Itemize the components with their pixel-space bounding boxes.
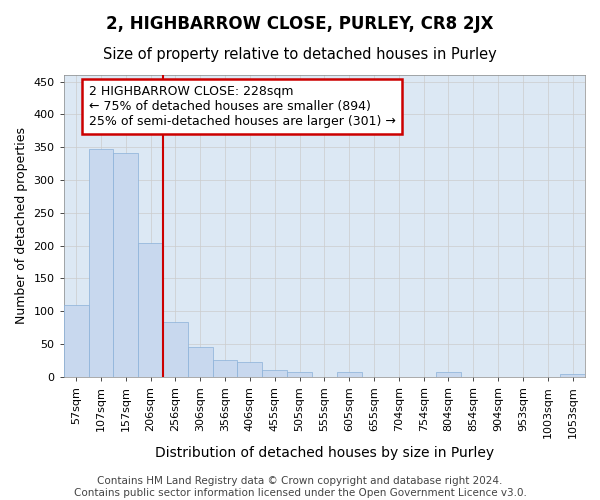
Bar bbox=[337, 372, 362, 377]
Bar bbox=[238, 362, 262, 377]
Text: Size of property relative to detached houses in Purley: Size of property relative to detached ho… bbox=[103, 48, 497, 62]
Text: Contains HM Land Registry data © Crown copyright and database right 2024.
Contai: Contains HM Land Registry data © Crown c… bbox=[74, 476, 526, 498]
Bar bbox=[138, 243, 163, 377]
X-axis label: Distribution of detached houses by size in Purley: Distribution of detached houses by size … bbox=[155, 446, 494, 460]
Bar bbox=[188, 346, 212, 377]
Bar bbox=[287, 372, 312, 377]
Y-axis label: Number of detached properties: Number of detached properties bbox=[15, 128, 28, 324]
Bar bbox=[212, 360, 238, 377]
Text: 2, HIGHBARROW CLOSE, PURLEY, CR8 2JX: 2, HIGHBARROW CLOSE, PURLEY, CR8 2JX bbox=[106, 15, 494, 33]
Bar bbox=[163, 322, 188, 377]
Bar bbox=[560, 374, 585, 377]
Bar bbox=[436, 372, 461, 377]
Bar bbox=[89, 149, 113, 377]
Bar bbox=[113, 153, 138, 377]
Text: 2 HIGHBARROW CLOSE: 228sqm
← 75% of detached houses are smaller (894)
25% of sem: 2 HIGHBARROW CLOSE: 228sqm ← 75% of deta… bbox=[89, 85, 395, 128]
Bar bbox=[262, 370, 287, 377]
Bar bbox=[64, 304, 89, 377]
